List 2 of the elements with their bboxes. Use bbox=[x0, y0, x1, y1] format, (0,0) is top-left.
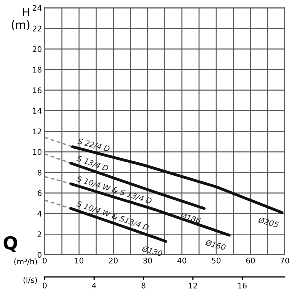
text: Q bbox=[4, 236, 18, 252]
y-axis-title: H (m) bbox=[12, 8, 30, 30]
